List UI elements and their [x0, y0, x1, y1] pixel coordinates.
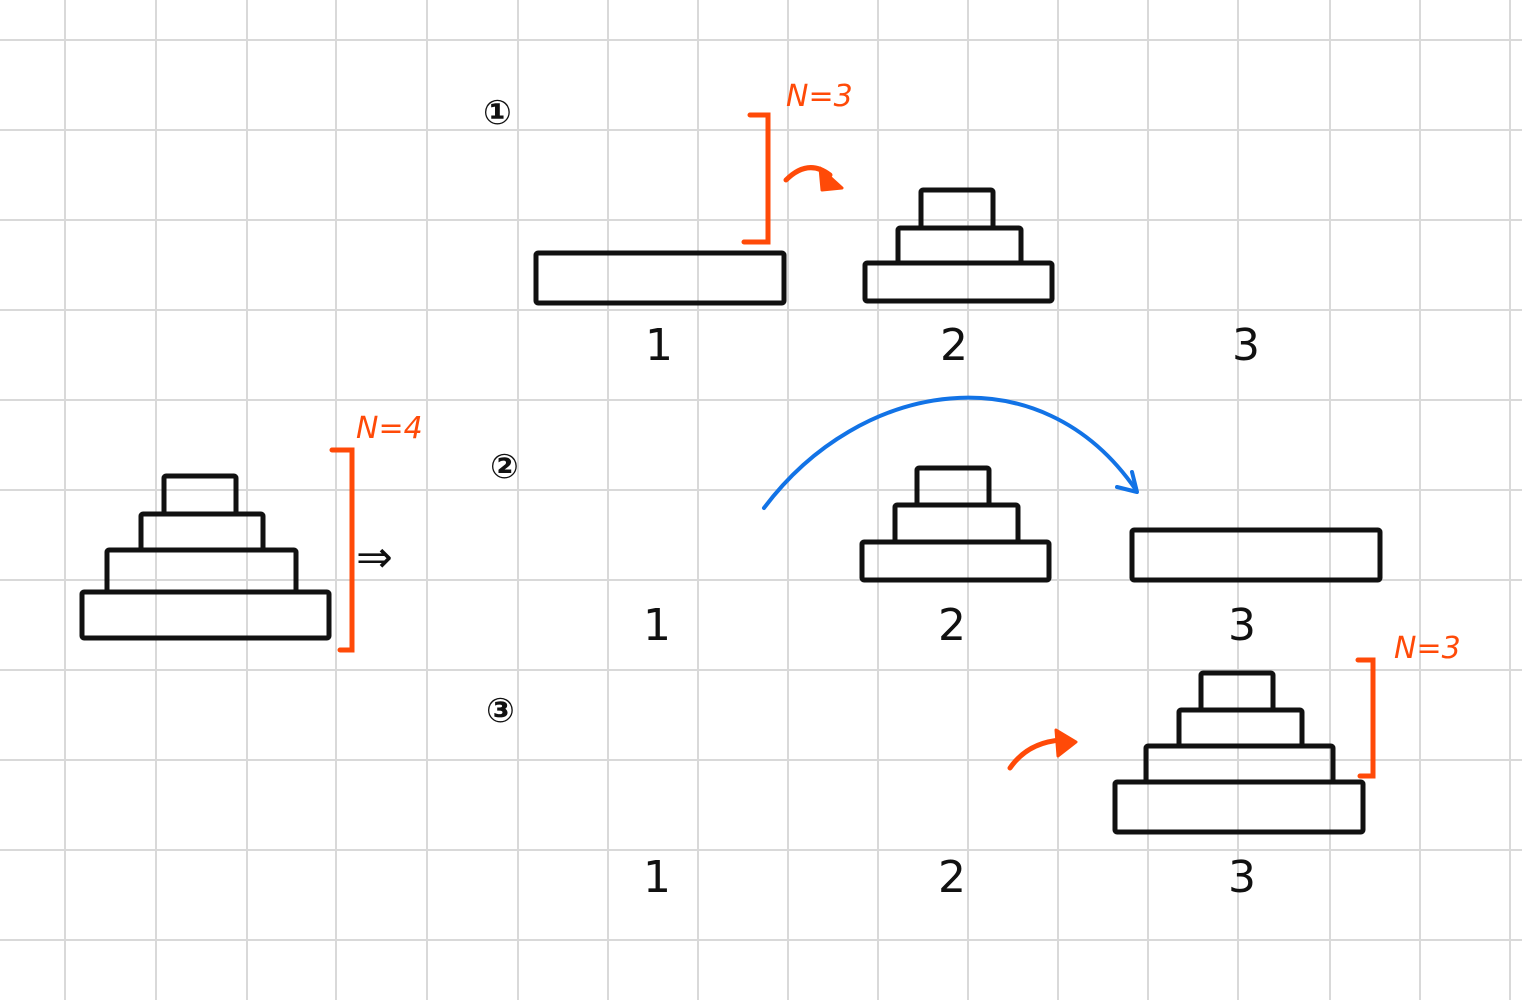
- step-1-peg2-disk-1: [918, 187, 996, 231]
- step-1-peg2-disk-3: [862, 260, 1055, 304]
- step-3-move-arrow: [1007, 737, 1065, 771]
- step-3-arrowhead: [1054, 728, 1078, 758]
- step-2-peg2-disk-1: [914, 465, 992, 508]
- step-2-peg2-disk-2: [892, 502, 1021, 545]
- step-2-move-arrow: [762, 395, 1138, 510]
- step-2-number: ②: [490, 447, 519, 487]
- step-3-peg3-disk-1: [1198, 670, 1276, 713]
- implies-arrow: ⇒: [356, 532, 393, 583]
- step-1-n-label: N=3: [786, 79, 853, 114]
- step-1-arrowhead: [818, 166, 844, 192]
- step-2-peg2-disk-3: [859, 539, 1052, 583]
- step-2-peg3-disk-4: [1129, 527, 1383, 583]
- initial-tower: [79, 473, 332, 641]
- step-1-peg2-disk-2: [895, 225, 1024, 266]
- disk-2: [138, 511, 266, 553]
- step-2-arrowhead: [1115, 470, 1139, 494]
- step-3-peg3-disk-3: [1143, 743, 1336, 785]
- disk-1: [161, 473, 239, 517]
- step-1-peg1-disk-4: [533, 250, 787, 306]
- step-2-peg-label-2: 2: [938, 600, 966, 651]
- step-2-disks: [859, 465, 1383, 583]
- step-3-peg3-disk-2: [1176, 707, 1305, 749]
- step-1-disks: [533, 187, 1055, 306]
- n-label-initial: N=4: [356, 411, 423, 446]
- disk-4: [79, 589, 332, 641]
- step-3-bracket: [1355, 657, 1376, 779]
- step-3-peg-label-3: 3: [1228, 852, 1256, 903]
- step-1-peg-label-3: 3: [1232, 320, 1260, 371]
- step-3-peg-label-1: 1: [643, 852, 671, 903]
- step-3-peg-label-2: 2: [938, 852, 966, 903]
- step-3-n-label: N=3: [1394, 631, 1461, 666]
- bracket-n4: [329, 447, 355, 653]
- step-1-bracket: [741, 112, 771, 245]
- step-1-number: ①: [483, 93, 512, 133]
- step-2-peg-label-1: 1: [643, 600, 671, 651]
- disk-3: [104, 547, 299, 595]
- step-1-peg-label-2: 2: [940, 320, 968, 371]
- step-2-peg-label-3: 3: [1228, 600, 1256, 651]
- step-1-peg-label-1: 1: [645, 320, 673, 371]
- step-3-disks: [1112, 670, 1366, 835]
- step-3-number: ③: [486, 691, 515, 731]
